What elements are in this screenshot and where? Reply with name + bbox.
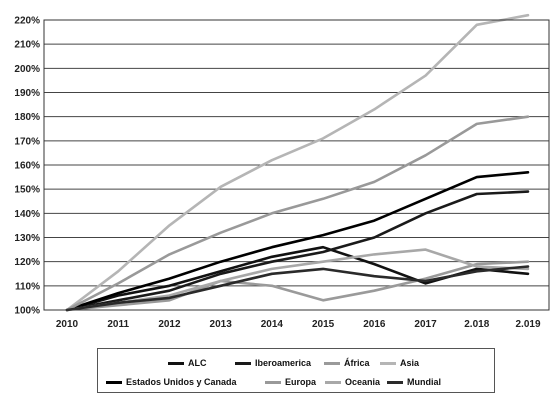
y-tick-label: 210% (14, 40, 40, 51)
y-tick-label: 100% (14, 306, 40, 317)
x-tick-label: 2011 (107, 319, 129, 330)
legend-label: Mundial (407, 377, 441, 387)
x-tick-label: 2014 (261, 319, 284, 330)
x-tick-label: 2.018 (464, 319, 489, 330)
legend-item-alc: ALC (168, 356, 207, 370)
y-tick-label: 120% (14, 257, 40, 268)
series-lines (65, 13, 530, 312)
series-line-asia (65, 13, 530, 312)
y-tick-label: 160% (14, 161, 40, 172)
series-line-frica (65, 260, 530, 312)
x-tick-label: 2.019 (515, 319, 540, 330)
y-tick-label: 220% (14, 16, 40, 27)
legend-label: Iberoamerica (255, 358, 312, 368)
y-tick-label: 130% (14, 233, 40, 244)
legend-swatch (106, 380, 122, 384)
x-tick-label: 2010 (56, 319, 79, 330)
y-tick-label: 200% (14, 64, 40, 75)
x-tick-label: 2012 (158, 319, 181, 330)
y-tick-label: 190% (14, 88, 40, 99)
x-tick-label: 2015 (312, 319, 335, 330)
y-tick-label: 180% (14, 112, 40, 123)
y-tick-label: 110% (15, 281, 40, 292)
legend-label: Estados Unidos y Canada (126, 377, 237, 387)
legend-item-africa: África (324, 356, 370, 370)
y-axis-ticks: 100% 110% 120% 130% 140% 150% 160% 170% 180% 190%… (14, 16, 40, 317)
legend-item-asia: Asia (380, 356, 419, 370)
y-tick-label: 140% (14, 209, 40, 220)
x-tick-label: 2017 (414, 319, 437, 330)
legend-label: Europa (285, 377, 317, 387)
legend-swatch (235, 361, 251, 365)
legend-swatch (380, 361, 396, 365)
y-tick-label: 150% (14, 185, 40, 196)
legend-label: Oceania (345, 377, 381, 387)
y-tick-label: 170% (14, 136, 40, 147)
series-line-iberoamerica (65, 190, 530, 312)
legend-label: ALC (188, 358, 207, 368)
series-line-mundial (65, 265, 530, 312)
x-tick-label: 2016 (363, 319, 386, 330)
legend-item-iberoamerica: Iberoamerica (235, 356, 311, 370)
legend-swatch (168, 361, 184, 365)
series-line-europa (65, 115, 530, 312)
line-chart: 100% 110% 120% 130% 140% 150% 160% 170% 180% 190%… (14, 13, 550, 330)
legend-item-europa: Europa (265, 375, 316, 389)
x-tick-label: 2013 (210, 319, 233, 330)
legend-swatch (325, 380, 341, 384)
legend-swatch (387, 380, 403, 384)
legend-item-estados-unidos-y-canada: Estados Unidos y Canada (106, 375, 237, 389)
legend: ALC Iberoamerica África Asia Estados Uni… (97, 348, 495, 393)
legend-label: Asia (400, 358, 420, 368)
legend-swatch (265, 380, 281, 384)
legend-swatch (324, 361, 340, 365)
x-axis-ticks: 2010 2011 2012 2013 2014 2015 2016 2017 2.018 2.0… (56, 319, 541, 330)
series-line-estados-unidos-y-canada (65, 171, 530, 312)
legend-item-mundial: Mundial (387, 375, 441, 389)
plot-frame (43, 19, 550, 311)
legend-label: África (344, 358, 370, 368)
legend-item-oceania: Oceania (325, 375, 380, 389)
